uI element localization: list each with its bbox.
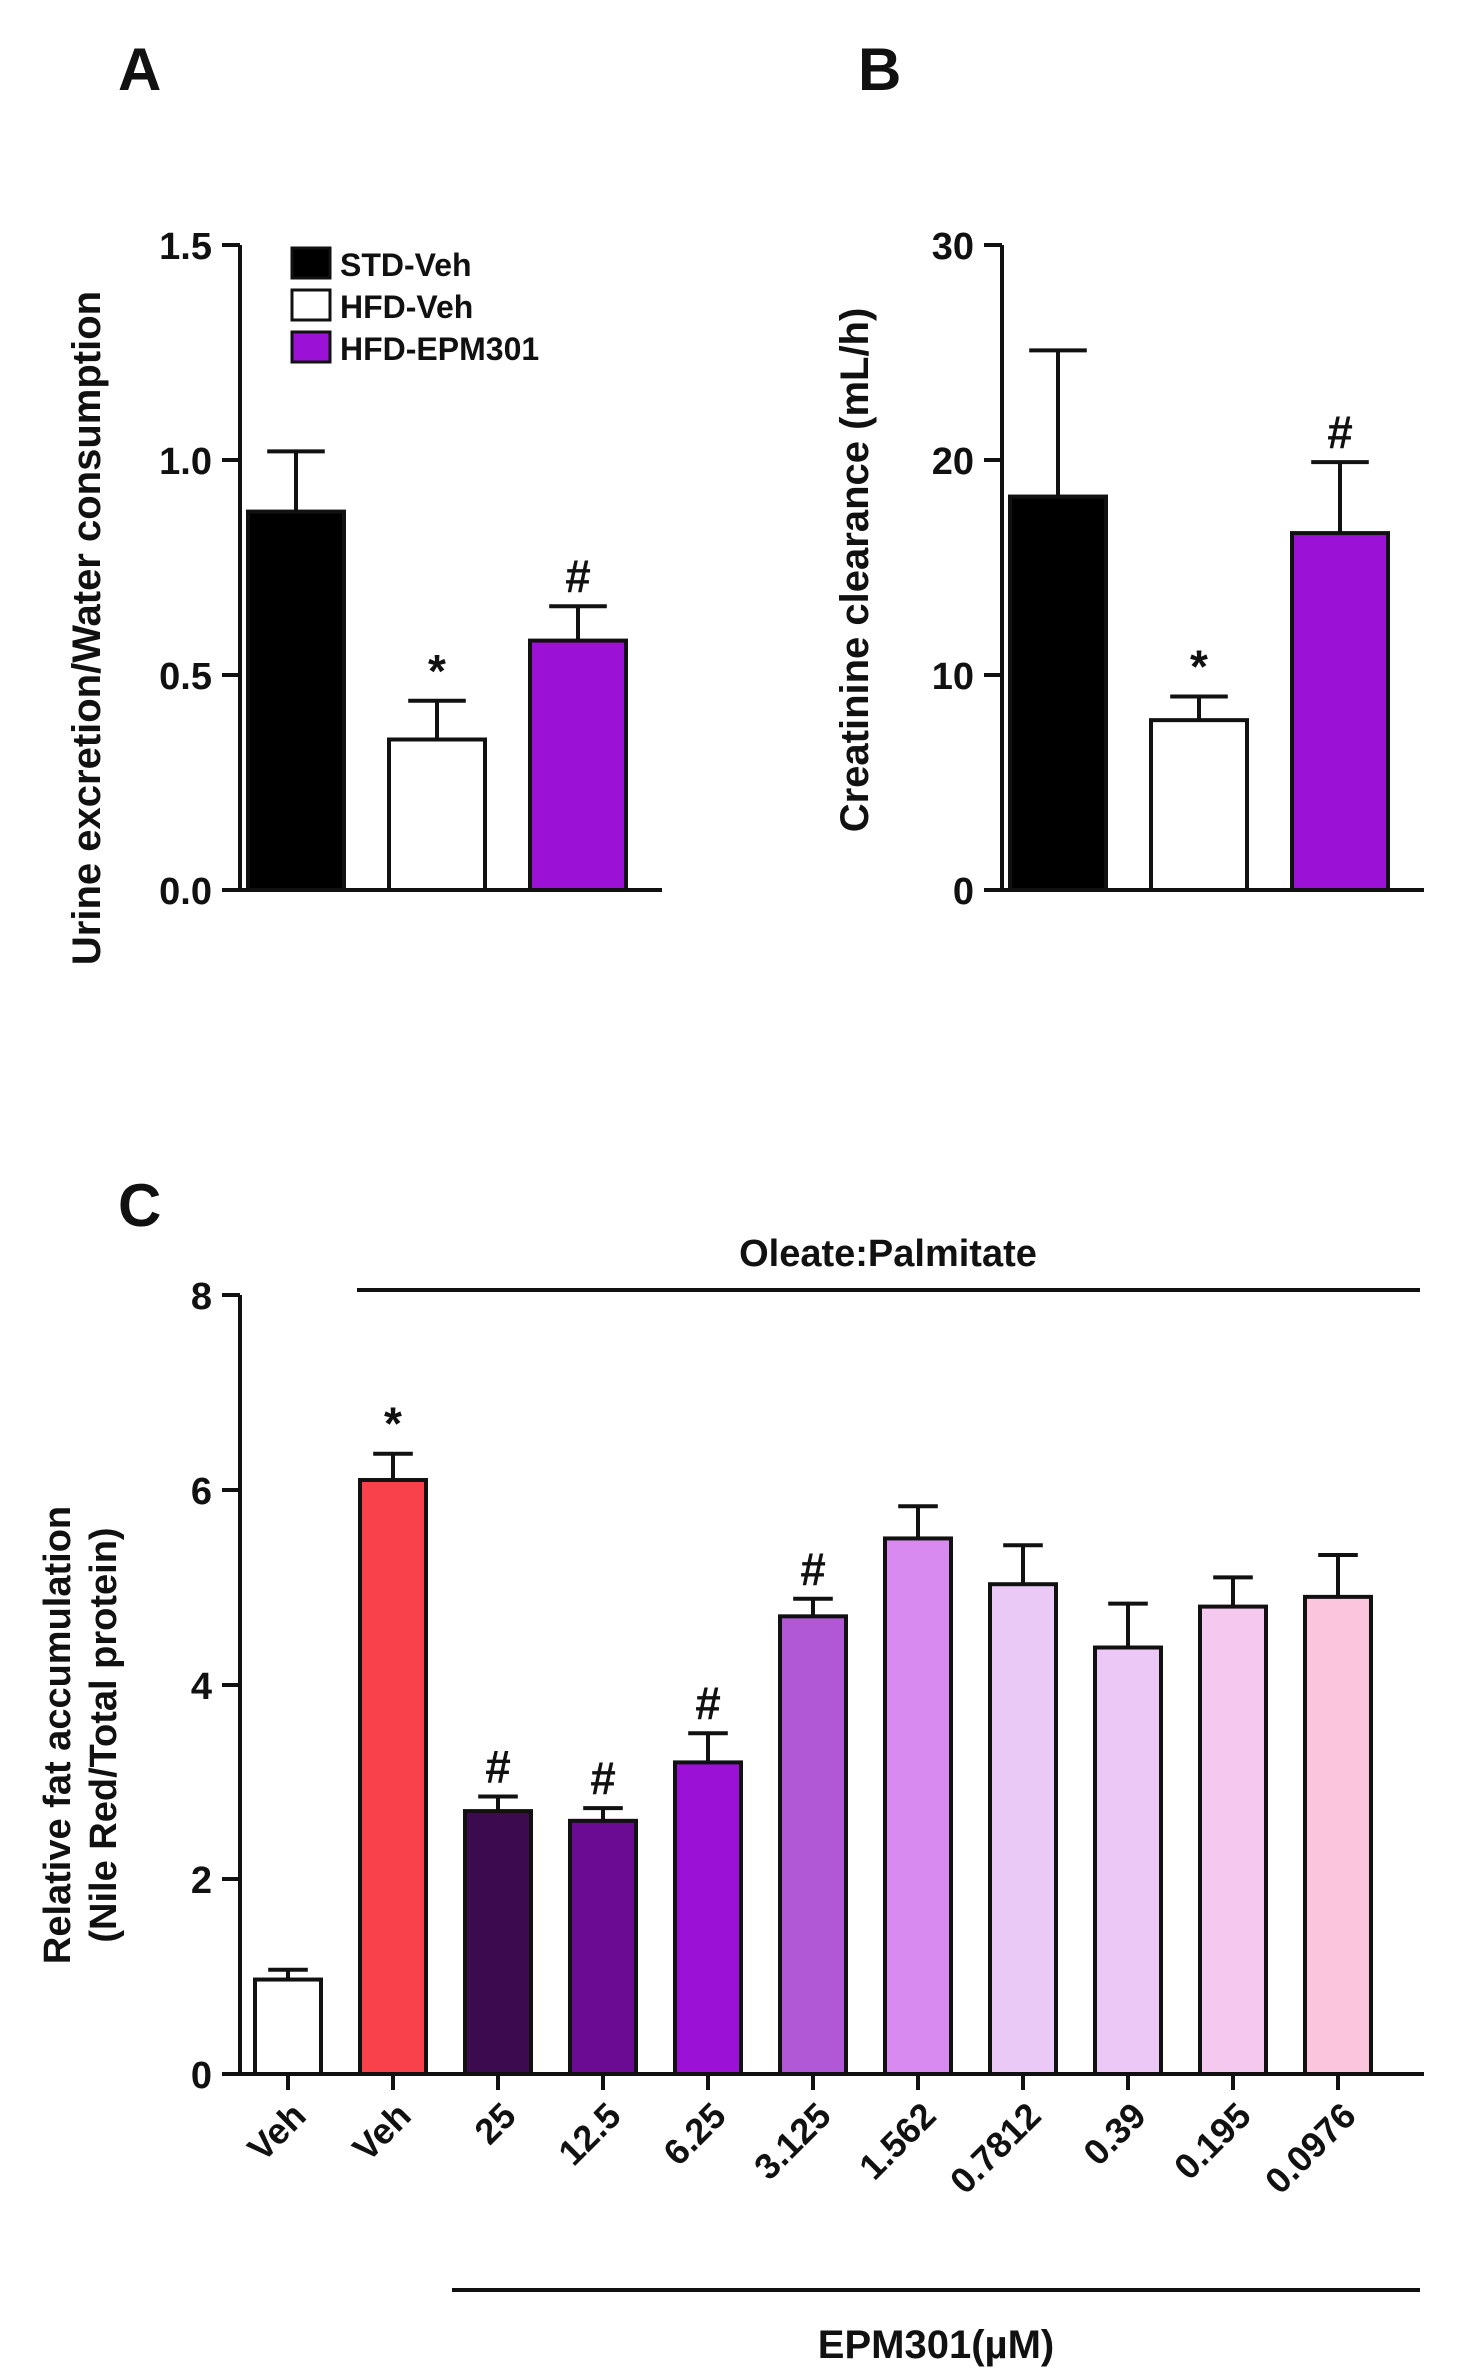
bar-hfd-veh-1	[387, 737, 487, 892]
significance-mark-hfd-veh-1: *	[1190, 641, 1208, 693]
epm301-label: EPM301(µM)	[818, 2323, 1054, 2367]
bar-0-195-9	[1198, 1604, 1268, 2076]
panel-c-ylabel-line1: Relative fat accumulation	[37, 1506, 79, 1964]
significance-mark-hfd-epm301-2: #	[565, 550, 591, 602]
panel-c-ytick-label: 2	[191, 1860, 212, 1902]
significance-mark-veh-1: *	[384, 1398, 402, 1450]
bar-hfd-epm301-2	[528, 638, 628, 892]
bar-0-7812-7	[988, 1582, 1058, 2076]
significance-mark-25-2: #	[485, 1740, 511, 1792]
legend-swatch-hfd-epm301	[290, 330, 332, 364]
significance-mark-6-25-4: #	[695, 1677, 721, 1729]
bar-25-2	[463, 1809, 533, 2077]
bar-hfd-veh-1	[1149, 718, 1249, 893]
panel-a-ytick-label: 0.0	[159, 871, 212, 913]
panel-b-ytick-label: 10	[932, 656, 974, 698]
bar-veh-0	[253, 1977, 323, 2077]
x-tick-label-veh-1: Veh	[344, 2095, 418, 2169]
panel-a-ytick-label: 1.5	[159, 226, 212, 268]
bar-hfd-epm301-2	[1290, 531, 1390, 892]
legend: STD-Veh HFD-Veh HFD-EPM301	[290, 246, 539, 367]
x-tick-label-veh-0: Veh	[239, 2095, 313, 2169]
panel-a-ytick-label: 0.5	[159, 656, 212, 698]
panel-c-ylabel-line2: (Nile Red/Total protein)	[83, 1527, 125, 1942]
x-tick-label-0-195-9: 0.195	[1166, 2095, 1259, 2188]
panel-c-ytick-label: 8	[191, 1276, 212, 1318]
legend-label-std-veh: STD-Veh	[340, 247, 472, 283]
bar-6-25-4	[673, 1760, 743, 2077]
panel-a-label: A	[118, 36, 161, 103]
panel-a-bars: *#	[246, 449, 628, 892]
panel-b-bars: *#	[1008, 348, 1390, 893]
x-tick-label-6-25-4: 6.25	[655, 2095, 734, 2174]
x-tick-label-1-562-6: 1.562	[851, 2095, 944, 2188]
panel-b-ytick-label: 0	[953, 871, 974, 913]
x-tick-label-25-2: 25	[466, 2095, 523, 2152]
legend-swatch-hfd-veh	[290, 288, 332, 322]
panel-c-label: C	[118, 1172, 161, 1239]
oleate-palmitate-label: Oleate:Palmitate	[739, 1233, 1037, 1275]
panel-c-ytick-label: 6	[191, 1471, 212, 1513]
significance-mark-12-5-3: #	[590, 1752, 616, 1804]
panel-b-label: B	[858, 36, 901, 103]
bar-0-0976-10	[1303, 1594, 1373, 2077]
bar-1-562-6	[883, 1536, 953, 2076]
bar-0-39-8	[1093, 1645, 1163, 2077]
bar-veh-1	[358, 1478, 428, 2076]
x-tick-label-12-5-3: 12.5	[550, 2095, 629, 2174]
panel-c: C Relative fat accumulation (Nile Red/To…	[37, 1172, 1424, 2367]
bar-std-veh-0	[246, 509, 346, 892]
panel-a-ylabel: Urine excretion/Water consumption	[65, 291, 109, 965]
significance-mark-hfd-veh-1: *	[428, 645, 446, 697]
panel-b: B Creatinine clearance (mL/h) 0 10 20 30…	[833, 36, 1424, 913]
x-tick-label-3-125-5: 3.125	[746, 2095, 839, 2188]
bar-12-5-3	[568, 1818, 638, 2076]
panel-b-ytick-label: 30	[932, 226, 974, 268]
x-tick-label-0-0976-10: 0.0976	[1257, 2095, 1364, 2202]
panel-b-ylabel: Creatinine clearance (mL/h)	[833, 308, 877, 833]
legend-label-hfd-veh: HFD-Veh	[340, 289, 473, 325]
legend-swatch-std-veh	[290, 246, 332, 280]
bar-3-125-5	[778, 1614, 848, 2077]
x-tick-label-0-39-8: 0.39	[1075, 2095, 1154, 2174]
panel-a: A Urine excretion/Water consumption 0.0 …	[65, 36, 662, 965]
significance-mark-3-125-5: #	[800, 1543, 826, 1595]
legend-label-hfd-epm301: HFD-EPM301	[340, 331, 539, 367]
panel-a-ytick-label: 1.0	[159, 441, 212, 483]
bar-std-veh-0	[1008, 494, 1108, 892]
significance-mark-hfd-epm301-2: #	[1327, 406, 1353, 458]
panel-c-ytick-label: 4	[191, 1666, 212, 1708]
x-tick-label-0-7812-7: 0.7812	[942, 2095, 1049, 2202]
panel-b-ytick-label: 20	[932, 441, 974, 483]
panel-c-ytick-label: 0	[191, 2055, 212, 2097]
